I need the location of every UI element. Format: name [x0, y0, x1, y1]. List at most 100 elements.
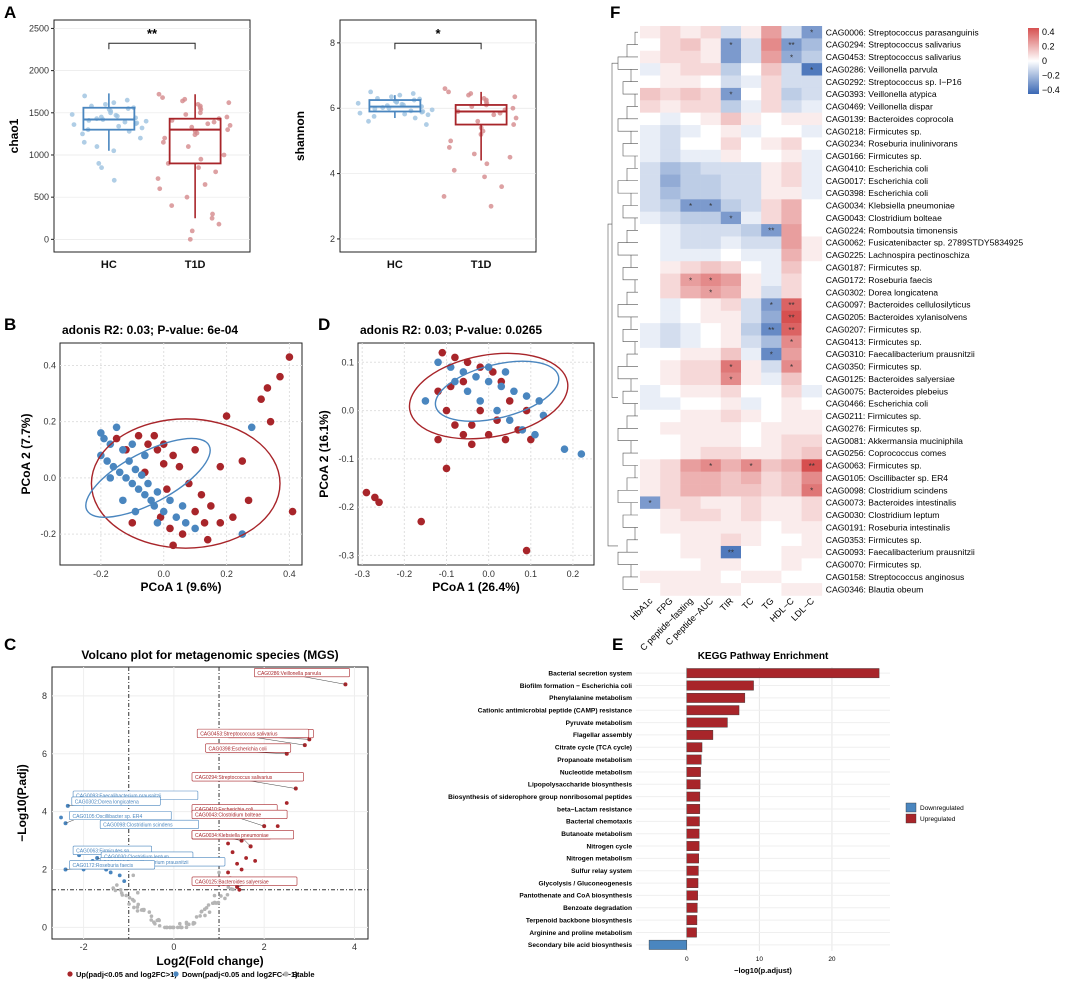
heatmap-cell [640, 409, 661, 423]
heatmap-cell [720, 26, 742, 39]
significance-mark: ** [809, 462, 815, 471]
t1d-point [134, 431, 143, 440]
pathway-bar [686, 754, 702, 765]
row-label: CAG0063: Firmicutes sp. [826, 461, 922, 471]
heatmap-cell [700, 199, 722, 212]
pathway-bar [686, 804, 701, 814]
stable-point [165, 925, 169, 930]
heatmap-cell [801, 236, 823, 250]
row-label: CAG0294: Streptococcus salivarius [826, 40, 961, 50]
data-point [357, 110, 363, 116]
heatmap-cell [680, 409, 701, 423]
heatmap-cell [680, 484, 701, 497]
heatmap-cell [680, 446, 701, 460]
y-tick-label: 2 [42, 865, 47, 875]
t1d-point [166, 524, 174, 533]
heatmap-cell [781, 360, 802, 373]
heatmap-cell [761, 26, 782, 39]
hc-point [178, 502, 187, 510]
heatmap-cell [801, 446, 823, 460]
pathway-label: Bacterial chemotaxis [566, 819, 632, 826]
heatmap-cell [781, 496, 802, 510]
heatmap-cell [781, 63, 802, 76]
heatmap-cell [700, 261, 722, 274]
data-point [94, 144, 100, 149]
stable-point [211, 901, 216, 906]
heatmap-cell [781, 583, 802, 596]
x-tick-label: 0.0 [157, 569, 170, 579]
data-point [216, 221, 222, 227]
data-point [160, 139, 166, 145]
pathway-label: Citrate cycle (TCA cycle) [555, 745, 632, 752]
data-point [499, 184, 505, 190]
heatmap-cell [660, 63, 681, 76]
data-point [124, 97, 130, 103]
significance-mark: * [729, 375, 732, 384]
gene-label: CAG0063:Firmicutes sp. [76, 849, 130, 855]
heatmap-cell [801, 162, 823, 175]
heatmap-cell [680, 570, 701, 584]
y-tick-label: -0.1 [338, 454, 354, 464]
stable-point [120, 893, 125, 897]
data-point [189, 228, 195, 234]
stable-point [149, 918, 154, 922]
heatmap-cell [741, 149, 762, 163]
x-tick-label: HC [387, 259, 403, 271]
heatmap-cell [680, 100, 701, 113]
gene-label: CAG0034:Klebsiella pneumoniae [195, 833, 269, 839]
data-point [139, 125, 145, 131]
significance-mark: * [729, 91, 732, 100]
heatmap-cell [720, 508, 742, 522]
data-point [103, 101, 108, 107]
t1d-point [467, 421, 476, 429]
t1d-point [153, 445, 162, 454]
heatmap-cell [660, 162, 681, 175]
heatmap-cell [660, 335, 681, 349]
hc-point [434, 358, 442, 367]
heatmap-cell [640, 285, 661, 299]
t1d-point [451, 353, 459, 362]
heatmap-cell [700, 471, 722, 485]
stable-point [194, 915, 199, 919]
heatmap-cell [720, 471, 742, 485]
x-tick-label: 2 [262, 942, 267, 952]
heatmap-cell [720, 385, 742, 398]
stable-point [178, 921, 182, 926]
heatmap-cell [720, 186, 742, 200]
heatmap-cell [801, 298, 823, 312]
stable-point [124, 893, 129, 898]
heatmap-cell [680, 385, 701, 398]
heatmap-cell [801, 112, 823, 126]
row-label: CAG0034: Klebsiella pneumoniae [826, 201, 955, 211]
heatmap-cell [680, 273, 701, 287]
hc-point [451, 377, 459, 386]
heatmap-cell [741, 162, 762, 175]
heatmap-cell [660, 360, 681, 373]
data-point [475, 118, 481, 124]
heatmap-cell [761, 50, 782, 64]
gene-label: CAG0125:Bacteroides salyersiae [195, 879, 269, 885]
heatmap-cell [741, 422, 762, 435]
heatmap-cell [781, 335, 802, 349]
data-point [224, 114, 230, 120]
heatmap-cell [700, 422, 722, 435]
heatmap-cell [761, 137, 782, 151]
stable-point [216, 900, 221, 905]
heatmap-cell [781, 323, 802, 336]
heatmap-cell [680, 149, 701, 163]
heatmap-cell [720, 261, 742, 274]
heatmap-cell [680, 224, 701, 237]
heatmap-cell [640, 186, 661, 200]
row-label: CAG0017: Escherichia coli [826, 176, 928, 186]
heatmap-cell [640, 63, 661, 76]
heatmap-cell [700, 112, 722, 126]
x-axis-title: PCoA 1 (26.4%) [432, 580, 520, 594]
pathway-bar [686, 742, 703, 753]
heatmap-cell [720, 112, 742, 126]
hc-point [247, 423, 256, 432]
heatmap-cell [761, 533, 782, 547]
column-label: TG [760, 596, 776, 612]
heatmap-cell [640, 149, 661, 163]
heatmap-cell [741, 211, 762, 225]
plot-frame [53, 19, 251, 253]
